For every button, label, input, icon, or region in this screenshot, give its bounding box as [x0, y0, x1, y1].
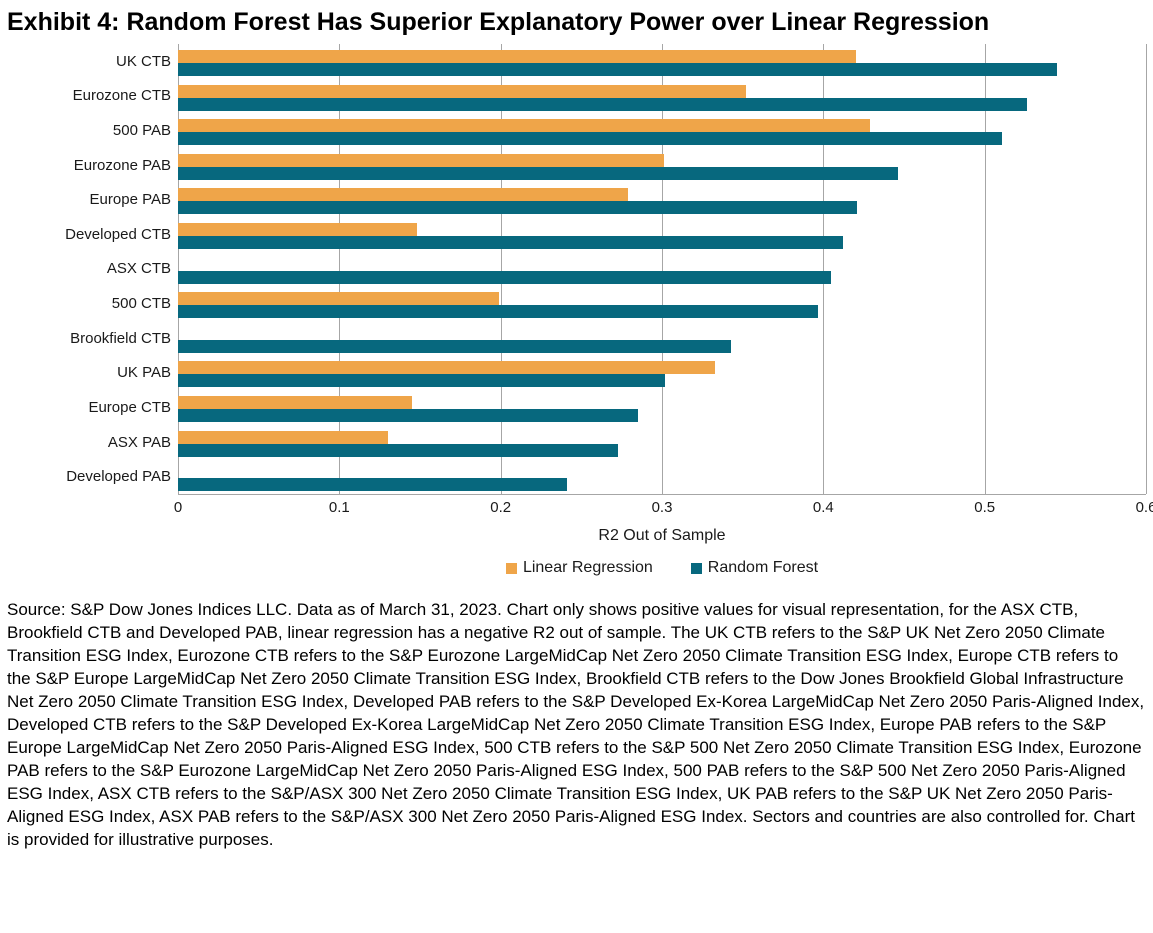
category-label-europe-pab: Europe PAB [89, 191, 171, 209]
category-label-uk-ctb: UK CTB [115, 52, 171, 70]
category-label-developed-ctb: Developed CTB [65, 225, 171, 243]
bar-linear-regression-eurozone-ctb [178, 84, 746, 98]
source-footnote: Source: S&P Dow Jones Indices LLC. Data … [7, 600, 1145, 849]
bar-group-developed-ctb [178, 217, 1146, 252]
bar-group-uk-pab [178, 355, 1146, 390]
legend: Linear Regression Random Forest [178, 559, 1146, 577]
bar-group-eurozone-pab [178, 148, 1146, 183]
gridline-0.1 [339, 44, 341, 494]
bar-group-asx-ctb [178, 252, 1146, 287]
bar-group-500-ctb [178, 286, 1146, 321]
bar-group-eurozone-ctb [178, 79, 1146, 114]
bar-linear-regression-uk-pab [178, 361, 716, 375]
bar-linear-regression-uk-ctb [178, 50, 856, 63]
category-label-eurozone-ctb: Eurozone CTB [72, 87, 171, 105]
category-label-uk-pab: UK PAB [117, 364, 171, 382]
legend-swatch-icon-random-forest [690, 562, 702, 574]
legend-item-linear-regression: Linear Regression [505, 559, 653, 577]
bar-rows [178, 44, 1146, 494]
bar-random-forest-eurozone-pab [178, 166, 898, 180]
category-label-europe-ctb: Europe CTB [88, 398, 171, 416]
bar-random-forest-500-pab [178, 132, 1003, 146]
bar-linear-regression-developed-ctb [178, 223, 417, 237]
gridline-0.6 [1146, 44, 1147, 494]
bar-random-forest-eurozone-ctb [178, 97, 1027, 111]
x-axis-title: R2 Out of Sample [598, 527, 726, 544]
gridline-0.3 [662, 44, 663, 494]
chart-title: Exhibit 4: Random Forest Has Superior Ex… [7, 8, 990, 36]
bar-linear-regression-500-ctb [178, 292, 500, 306]
bar-group-asx-pab [178, 425, 1146, 460]
legend-item-random-forest: Random Forest [690, 559, 819, 577]
bar-linear-regression-asx-pab [178, 430, 388, 444]
bar-linear-regression-europe-pab [178, 188, 629, 202]
bar-group-europe-ctb [178, 390, 1146, 425]
legend-label-linear-regression: Linear Regression [522, 559, 653, 576]
bar-group-uk-ctb [178, 44, 1146, 79]
bar-group-europe-pab [178, 182, 1146, 217]
category-label-500-ctb: 500 CTB [111, 295, 171, 313]
category-label-asx-pab: ASX PAB [107, 433, 171, 451]
legend-swatch-icon-linear-regression [505, 562, 517, 574]
bar-linear-regression-eurozone-pab [178, 153, 664, 167]
bar-group-developed-pab [178, 459, 1146, 494]
bar-chart: UK CTB Eurozone CTB 500 PAB Eurozone PAB Eur… [7, 44, 1153, 577]
category-label-developed-pab: Developed PAB [66, 468, 171, 486]
bar-random-forest-developed-ctb [178, 236, 843, 250]
bar-group-500-pab [178, 113, 1146, 148]
category-label-brookfield-ctb: Brookfield CTB [70, 329, 171, 347]
bar-linear-regression-500-pab [178, 119, 871, 133]
gridline-0.4 [823, 44, 825, 494]
bar-random-forest-europe-pab [178, 201, 858, 215]
bar-random-forest-uk-ctb [178, 63, 1058, 76]
category-label-eurozone-pab: Eurozone PAB [73, 156, 171, 174]
x-tick-label-0.2: 0.2 [490, 499, 512, 516]
x-tick-label-0.6: 0.6 [1135, 499, 1153, 516]
bar-linear-regression-europe-ctb [178, 396, 412, 410]
category-label-500-pab: 500 PAB [112, 122, 171, 140]
gridline-0 [178, 44, 179, 494]
bar-random-forest-asx-pab [178, 443, 619, 457]
plot-area [178, 44, 1147, 495]
bar-random-forest-asx-ctb [178, 270, 832, 284]
legend-label-random-forest: Random Forest [707, 559, 819, 576]
bar-random-forest-uk-pab [178, 374, 666, 388]
x-tick-label-0: 0 [173, 499, 183, 516]
bar-random-forest-brookfield-ctb [178, 339, 732, 353]
bar-random-forest-europe-ctb [178, 409, 638, 423]
bar-group-brookfield-ctb [178, 321, 1146, 356]
x-tick-label-0.5: 0.5 [974, 499, 996, 516]
y-axis-category-labels: UK CTB Eurozone CTB 500 PAB Eurozone PAB Eur… [7, 44, 178, 494]
category-label-asx-ctb: ASX CTB [106, 260, 171, 278]
x-tick-label-0.4: 0.4 [812, 499, 834, 516]
x-tick-label-0.3: 0.3 [651, 499, 673, 516]
gridline-0.2 [500, 44, 502, 494]
plot-wrap: UK CTB Eurozone CTB 500 PAB Eurozone PAB Eur… [7, 44, 1147, 495]
gridline-0.5 [984, 44, 986, 494]
x-tick-label-0.1: 0.1 [328, 499, 350, 516]
bar-random-forest-500-ctb [178, 305, 819, 319]
bar-random-forest-developed-pab [178, 478, 567, 492]
x-axis-ticks: 0 0.1 0.2 0.3 0.4 0.5 0.6 [174, 499, 1153, 521]
